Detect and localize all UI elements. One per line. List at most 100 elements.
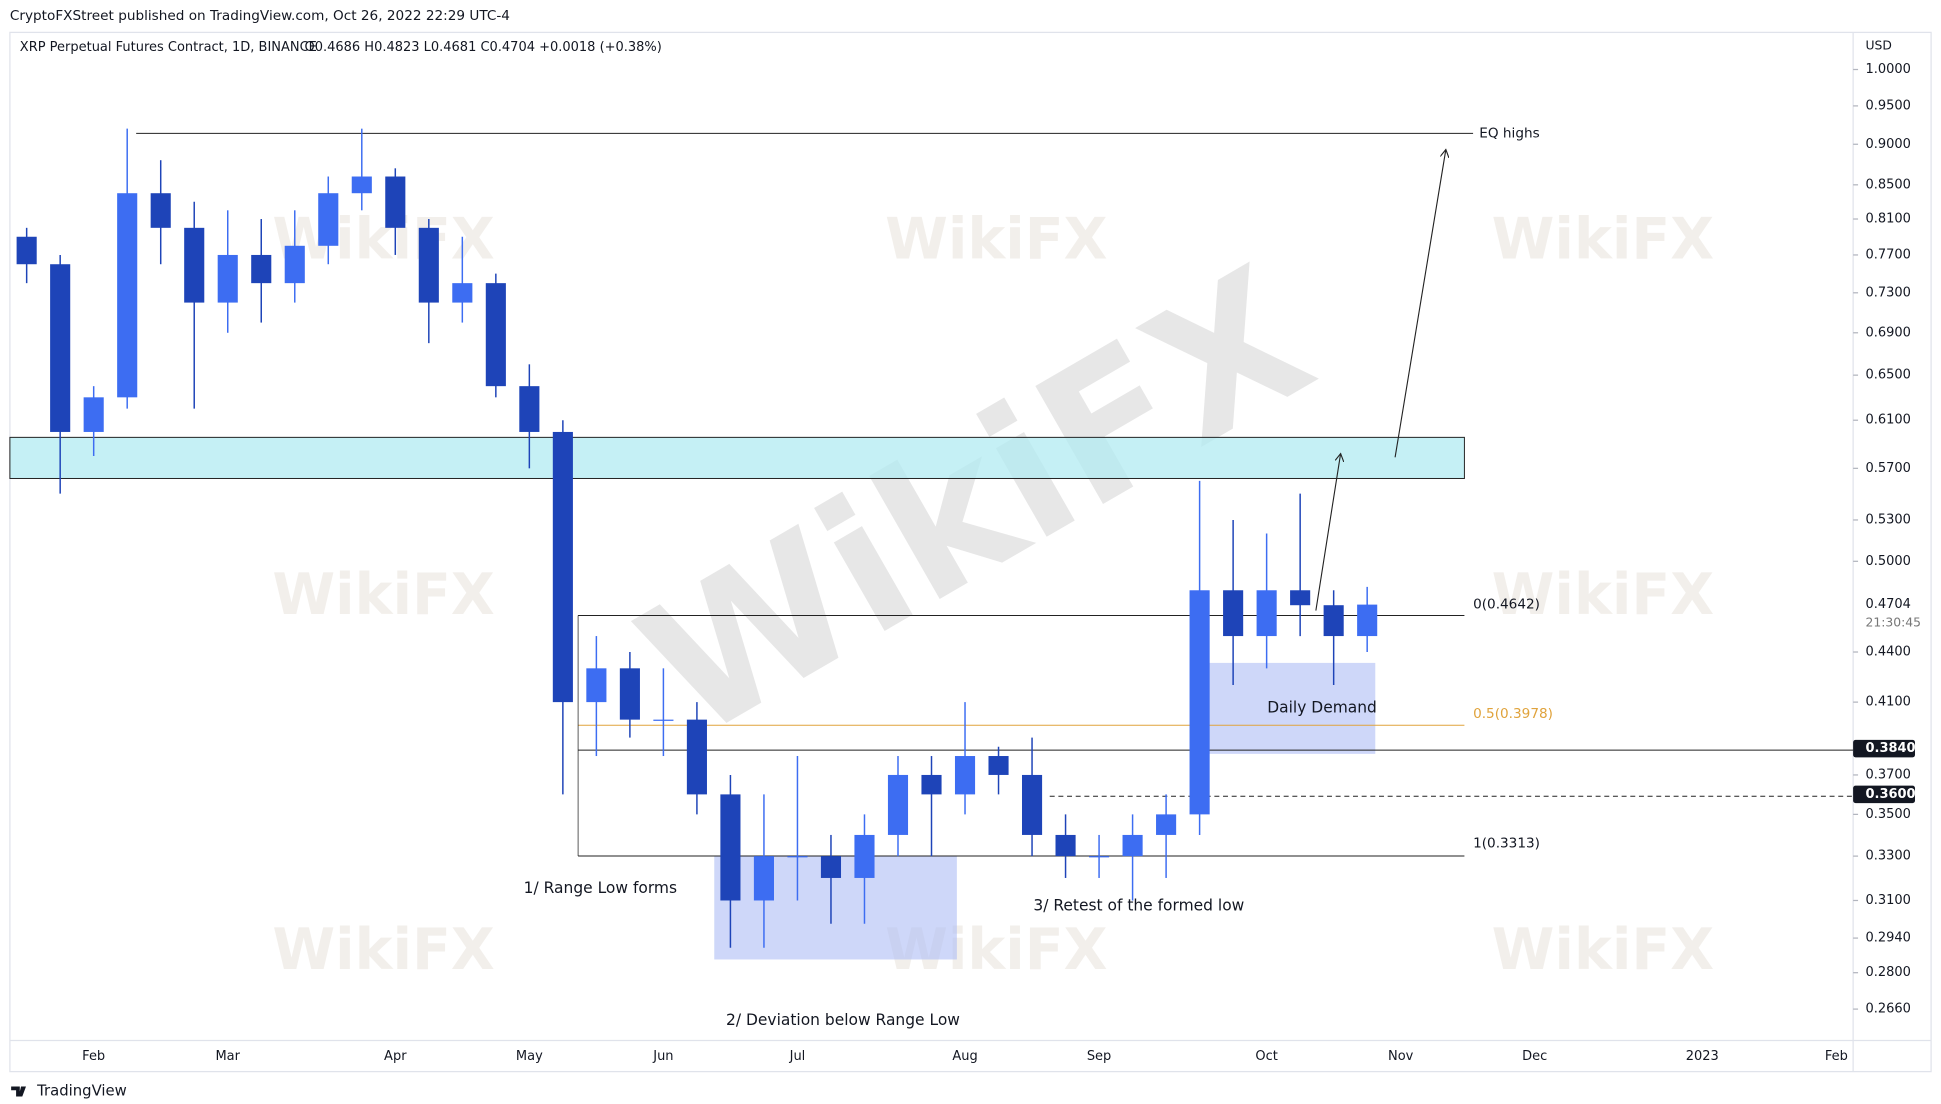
candle-body: [418, 227, 439, 303]
candle-body: [854, 834, 875, 878]
price-tag-label: 0.3600: [1865, 787, 1915, 802]
candle-body: [586, 668, 607, 703]
x-tick-label: Feb: [1825, 1049, 1848, 1064]
watermark: WikiFX: [1492, 917, 1714, 983]
annotation: EQ highs: [1479, 125, 1539, 141]
candle-body: [787, 856, 808, 858]
x-tick-label: Feb: [82, 1049, 105, 1064]
watermark: WikiFX: [1492, 562, 1714, 628]
watermark: WikiFX: [885, 206, 1107, 272]
y-tick-label: 0.5700: [1865, 461, 1910, 476]
y-tick-label: 0.5300: [1865, 512, 1910, 527]
arrow: [1315, 454, 1341, 611]
watermark: WikiFX: [272, 206, 494, 272]
watermark: WikiFX: [272, 562, 494, 628]
y-tick-label: 0.6500: [1865, 368, 1910, 383]
y-tick-label: 0.6100: [1865, 413, 1910, 428]
candle-body: [1021, 774, 1043, 835]
annotation: 0.5(0.3978): [1473, 706, 1553, 722]
y-tick-label: 0.7300: [1865, 285, 1910, 300]
candle-body: [552, 431, 573, 703]
y-tick-label: 0.9500: [1865, 98, 1910, 113]
candle-body: [619, 668, 640, 720]
x-tick-label: Jul: [789, 1049, 806, 1064]
annotation: 1/ Range Low forms: [524, 879, 677, 897]
candle-body: [251, 254, 272, 284]
candle-body: [988, 756, 1009, 775]
y-tick-label: 0.7700: [1865, 247, 1910, 262]
candle-body: [921, 774, 942, 795]
candle-body: [50, 264, 71, 432]
y-tick-label: 0.5000: [1865, 554, 1910, 569]
candle-body: [452, 283, 473, 303]
candle-body: [83, 397, 104, 432]
candle-body: [217, 254, 238, 303]
x-tick-label: Dec: [1522, 1049, 1547, 1064]
footer: TradingView: [36, 1082, 127, 1100]
supply-zone: [9, 436, 1465, 479]
y-tick-label: 0.4400: [1865, 644, 1910, 659]
x-tick-label: 2023: [1686, 1049, 1719, 1064]
candle-body: [887, 774, 909, 835]
price-tag: [1853, 739, 1916, 758]
candle-body: [1189, 590, 1210, 815]
chart-frame: [9, 31, 1932, 1073]
candle-body: [686, 719, 707, 795]
candle-body: [184, 227, 205, 303]
candle-body: [1089, 856, 1110, 858]
y-tick-label: 0.8500: [1865, 177, 1910, 192]
candle-body: [150, 193, 171, 228]
candle-body: [1156, 814, 1177, 835]
y-tick-label: 0.2800: [1865, 965, 1910, 980]
annotation: 3/ Retest of the formed low: [1033, 896, 1244, 914]
x-tick-label: May: [516, 1049, 543, 1064]
header: CryptoFXStreet published on TradingView.…: [10, 8, 510, 24]
candle-body: [1055, 834, 1076, 857]
candle-body: [954, 756, 976, 795]
watermark: WikiFX: [272, 917, 494, 983]
candle-body: [1256, 590, 1277, 637]
y-tick-label: 0.3100: [1865, 893, 1910, 908]
annotation: Daily Demand: [1267, 698, 1377, 716]
price-tag-label: 0.3840: [1865, 741, 1915, 756]
y-tick-label: 0.3700: [1865, 767, 1910, 782]
x-tick-label: Aug: [952, 1049, 977, 1064]
annotation: 2/ Deviation below Range Low: [726, 1011, 960, 1029]
y-tick-label: 0.9000: [1865, 137, 1910, 152]
y-axis-label: USD: [1865, 38, 1891, 53]
watermark: WikiFX: [1492, 206, 1714, 272]
y-tick-label: 0.3300: [1865, 849, 1910, 864]
candle-body: [284, 245, 305, 284]
candle-body: [753, 856, 774, 901]
y-tick-label: 0.2660: [1865, 1002, 1910, 1017]
candle-body: [720, 794, 741, 901]
candle-body: [1323, 605, 1344, 637]
ohlc-text: O0.4686 H0.4823 L0.4681 C0.4704 +0.0018 …: [305, 40, 662, 55]
candle-body: [1357, 604, 1378, 637]
x-tick-label: Nov: [1388, 1049, 1414, 1064]
arrow: [1394, 150, 1446, 458]
x-tick-label: Jun: [652, 1049, 673, 1064]
chart-title: XRP Perpetual Futures Contract, 1D, BINA…: [20, 40, 317, 55]
y-tick-label: 0.8100: [1865, 211, 1910, 226]
countdown: 21:30:45: [1865, 614, 1921, 629]
candle-body: [1290, 590, 1311, 606]
candles: [16, 128, 1378, 948]
x-tick-label: Mar: [215, 1049, 240, 1064]
candle-body: [16, 236, 37, 265]
price-tag-label: 0.4704: [1865, 597, 1910, 612]
candle-body: [1122, 834, 1143, 857]
logo: [11, 1086, 26, 1097]
candle-body: [117, 193, 138, 398]
price-tag: [1853, 785, 1916, 804]
candle-body: [351, 176, 372, 194]
x-tick-label: Oct: [1255, 1049, 1277, 1064]
demand-box: [1206, 662, 1376, 754]
y-tick-label: 0.2940: [1865, 931, 1910, 946]
candle-body: [485, 283, 506, 387]
candle-body: [318, 193, 339, 246]
y-tick-label: 1.0000: [1865, 62, 1910, 77]
candle-body: [1223, 590, 1244, 637]
